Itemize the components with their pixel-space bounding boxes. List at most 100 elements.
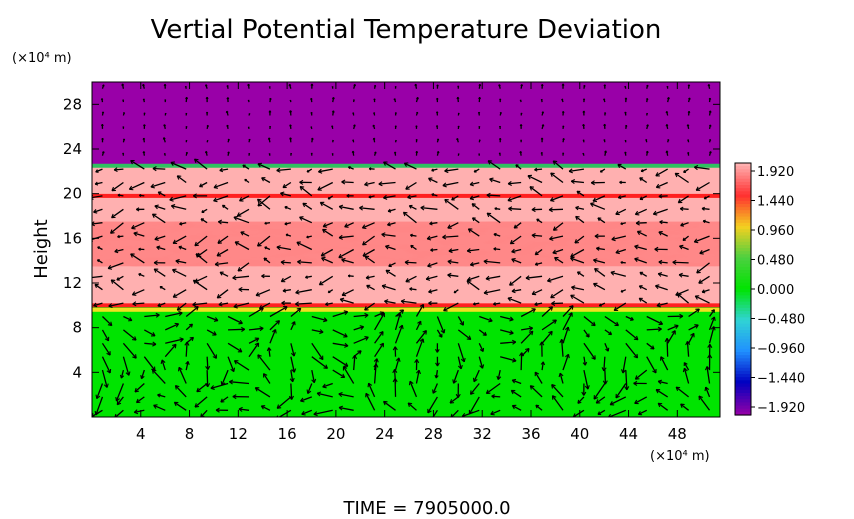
colorbar-swatch [735, 320, 751, 325]
vector-arrowhead [193, 158, 199, 164]
vector-arrowhead [624, 139, 627, 142]
vector-arrowhead [602, 380, 608, 385]
vector-arrowhead [291, 368, 297, 373]
vector-arrowhead [338, 204, 344, 210]
vector-arrowhead [511, 404, 517, 410]
vector-arrow [165, 312, 183, 318]
vector-arrowhead [204, 150, 208, 154]
vector-arrowhead [219, 271, 224, 276]
vector-arrowhead [608, 331, 613, 336]
vector-arrow [123, 315, 133, 322]
vector-arrowhead [460, 357, 466, 363]
vector-arrowhead [415, 150, 419, 154]
vector-arrowhead [352, 139, 355, 141]
vector-arrowhead [331, 110, 335, 113]
vector-arrowhead [175, 258, 180, 264]
vector-arrowhead [707, 84, 711, 87]
vector-arrow [366, 284, 375, 291]
vector-arrowhead [534, 262, 539, 266]
vector-arrowhead [340, 373, 346, 379]
vector-arrowhead [238, 319, 243, 325]
vector-arrowhead [536, 218, 540, 222]
vector-arrowhead [552, 160, 558, 165]
vector-arrowhead [634, 257, 639, 263]
vector-arrow [344, 222, 354, 228]
vector-arrowhead [331, 86, 334, 88]
colorbar-swatch [735, 329, 751, 334]
vector-arrowhead [540, 151, 543, 154]
vector-arrowhead [92, 221, 95, 227]
vector-arrow [636, 222, 647, 224]
vector-arrowhead [436, 151, 440, 154]
vector-arrow [407, 402, 417, 411]
vector-arrow [364, 255, 375, 264]
vector-arrowhead [291, 321, 296, 326]
vector-arrowhead [142, 83, 145, 87]
vector-arrow [242, 164, 250, 170]
vector-arrowhead [657, 272, 663, 277]
vector-arrow [150, 181, 166, 188]
vector-arrowhead [226, 124, 229, 127]
vector-arrowhead [419, 303, 425, 309]
vector-arrowhead [177, 366, 183, 372]
vector-arrowhead [435, 362, 440, 367]
colorbar-swatch [735, 222, 751, 227]
colorbar-swatch [735, 339, 751, 344]
colorbar-swatch [735, 276, 751, 281]
vector-arrow [257, 198, 271, 210]
vector-arrow [165, 338, 184, 344]
vector-arrowhead [483, 290, 489, 295]
vector-arrowhead [511, 248, 516, 254]
colorbar-swatch [735, 172, 751, 177]
vector-arrow [583, 329, 590, 338]
vector-arrow [511, 379, 522, 385]
vector-arrow [339, 205, 354, 210]
vector-arrow [269, 320, 280, 331]
vector-arrowhead [239, 197, 244, 202]
vector-arrowhead [392, 378, 398, 383]
vector-arrowhead [638, 297, 643, 302]
vector-arrowhead [205, 96, 209, 100]
vector-arrow [552, 248, 564, 254]
vector-arrowhead [104, 336, 110, 342]
vector-arrowhead [451, 196, 455, 201]
vector-arrowhead [185, 112, 188, 115]
vector-arrow [92, 222, 103, 225]
vector-arrow [550, 195, 564, 202]
vector-arrowhead [683, 170, 687, 173]
vector-arrowhead [570, 294, 575, 300]
vector-arrowhead [549, 235, 554, 241]
vector-arrow [428, 177, 438, 184]
vector-arrowhead [387, 208, 392, 213]
vector-arrowhead [310, 83, 314, 86]
vector-arrow [111, 208, 124, 219]
vector-arrow [133, 232, 145, 237]
x-tick-label: 16 [278, 425, 297, 443]
vector-arrowhead [366, 284, 371, 289]
vector-arrowhead [694, 295, 700, 300]
vector-arrow [206, 342, 217, 359]
vector-arrowhead [442, 234, 447, 240]
vector-arrowhead [493, 247, 497, 251]
vector-arrowhead [102, 84, 105, 87]
vector-arrow [709, 309, 715, 317]
vector-arrow [500, 341, 516, 344]
vector-arrowhead [131, 291, 137, 296]
vector-arrowhead [489, 177, 494, 183]
vector-arrow [575, 206, 585, 210]
vector-arrowhead [323, 317, 328, 323]
colorbar-swatch [735, 219, 751, 224]
vector-arrowhead [395, 139, 397, 142]
vector-arrowhead [428, 177, 433, 182]
vector-arrowhead [531, 308, 536, 313]
vector-arrowhead [276, 167, 281, 173]
vector-arrow [332, 369, 346, 379]
vector-arrowhead [156, 245, 161, 251]
vector-arrowhead [431, 168, 435, 172]
vector-arrow [284, 206, 292, 210]
vector-arrow [594, 268, 606, 277]
vector-arrowhead [520, 84, 524, 87]
vector-arrowhead [289, 99, 292, 102]
vector-arrowhead [620, 289, 624, 293]
colorbar-swatch [735, 396, 751, 400]
